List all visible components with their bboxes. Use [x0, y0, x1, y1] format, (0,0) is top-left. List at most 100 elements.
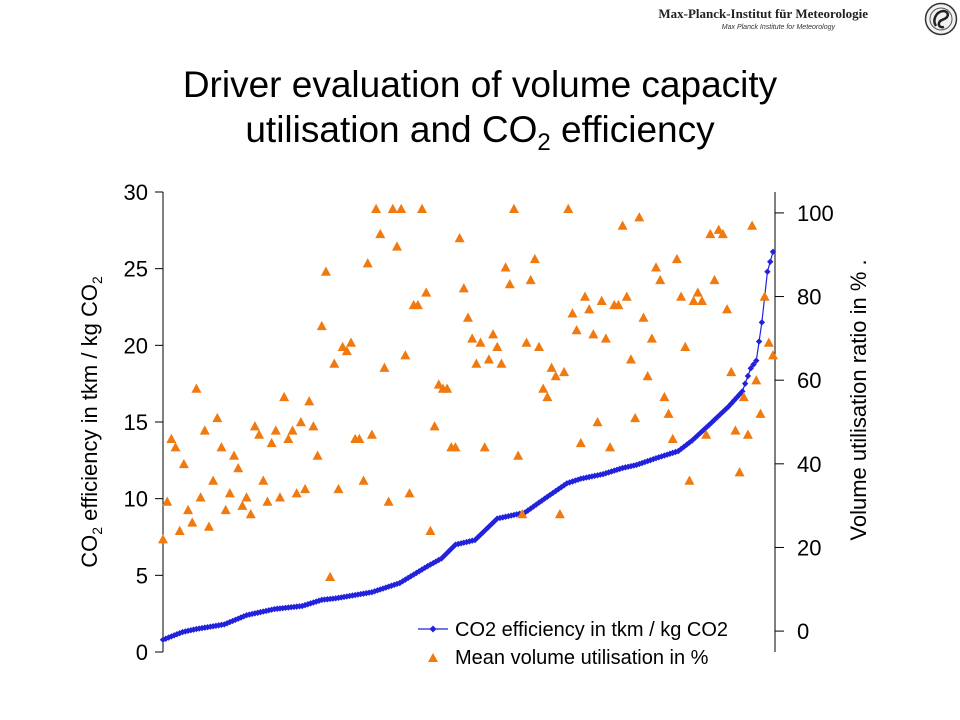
efficiency-point — [496, 514, 504, 522]
efficiency-point — [533, 501, 540, 508]
right-tick-label: 80 — [797, 285, 821, 310]
page-title: Driver evaluation of volume capacity uti… — [0, 62, 960, 165]
utilisation-point — [241, 492, 252, 502]
institute-name: Max-Planck-Institut für Meteorologie — [658, 6, 868, 21]
utilisation-point — [513, 450, 524, 460]
utilisation-point — [751, 375, 762, 385]
efficiency-point — [644, 457, 651, 465]
efficiency-point — [616, 465, 624, 473]
utilisation-point — [596, 295, 607, 305]
utilisation-point — [245, 509, 256, 519]
utilisation-point — [375, 228, 386, 239]
efficiency-point — [257, 608, 264, 616]
efficiency-point — [697, 429, 704, 436]
utilisation-point — [722, 304, 733, 314]
utilisation-point — [713, 224, 724, 234]
utilisation-point — [400, 350, 411, 360]
utilisation-point — [425, 525, 436, 535]
utilisation-point — [579, 291, 590, 301]
utilisation-point — [534, 341, 545, 351]
utilisation-point — [638, 312, 649, 322]
utilisation-point — [316, 320, 327, 331]
utilisation-point — [233, 463, 244, 473]
utilisation-point — [421, 287, 432, 297]
left-tick-label: 20 — [124, 333, 148, 358]
utilisation-point — [371, 203, 382, 213]
left-tick-label: 10 — [124, 487, 148, 512]
efficiency-point — [591, 472, 598, 480]
efficiency-point — [764, 268, 771, 275]
utilisation-point — [346, 337, 357, 347]
utilisation-point — [634, 212, 645, 222]
left-tick-label: 5 — [136, 563, 148, 588]
efficiency-point — [758, 319, 766, 326]
efficiency-point — [750, 361, 757, 368]
utilisation-point — [642, 371, 653, 381]
utilisation-point — [178, 458, 189, 469]
utilisation-point — [701, 429, 712, 439]
right-tick-label: 20 — [797, 535, 821, 560]
utilisation-point — [663, 408, 674, 418]
utilisation-point — [216, 442, 227, 452]
efficiency-point — [722, 406, 729, 413]
efficiency-point — [753, 357, 760, 364]
efficiency-point — [418, 566, 426, 573]
utilisation-point — [538, 383, 549, 393]
utilisation-point — [229, 450, 240, 460]
efficiency-point — [744, 372, 752, 380]
efficiency-point — [449, 544, 456, 551]
efficiency-point — [235, 615, 242, 622]
utilisation-point — [333, 483, 344, 494]
utilisation-point — [433, 379, 444, 389]
utilisation-point — [183, 504, 194, 515]
utilisation-point — [696, 295, 707, 305]
utilisation-point — [450, 442, 461, 452]
efficiency-point — [480, 528, 487, 536]
chart-legend: CO2 efficiency in tkm / kg CO2 Mean volum… — [410, 610, 740, 670]
utilisation-point — [279, 391, 290, 402]
efficiency-point — [527, 505, 534, 512]
utilisation-point — [592, 417, 603, 427]
efficiency-point — [229, 617, 236, 625]
legend-background — [410, 610, 740, 670]
efficiency-point — [638, 459, 646, 467]
utilisation-point — [755, 408, 766, 418]
efficiency-point — [702, 424, 710, 431]
utilisation-point — [287, 425, 298, 435]
efficiency-point — [207, 623, 214, 630]
legend-label-efficiency: CO2 efficiency in tkm / kg CO2 — [455, 619, 728, 641]
utilisation-point — [496, 358, 507, 368]
left-tick-label: 30 — [124, 180, 148, 205]
efficiency-point — [407, 573, 415, 580]
utilisation-point — [546, 362, 557, 372]
utilisation-point — [467, 333, 478, 343]
legend-utilisation-marker — [428, 653, 438, 662]
efficiency-point — [363, 589, 370, 597]
right-tick-label: 0 — [797, 619, 809, 644]
efficiency-point — [666, 450, 674, 457]
utilisation-point — [475, 337, 486, 347]
utilisation-point — [492, 341, 503, 351]
efficiency-point — [730, 397, 738, 404]
left-tick-label: 0 — [136, 640, 148, 665]
efficiency-point — [647, 456, 654, 464]
efficiency-point — [477, 531, 484, 538]
efficiency-point — [555, 485, 562, 493]
utilisation-point — [613, 299, 624, 310]
efficiency-point — [190, 626, 197, 633]
efficiency-point — [452, 541, 459, 548]
utilisation-point — [454, 233, 465, 243]
efficiency-point — [675, 447, 682, 455]
utilisation-point — [563, 203, 574, 213]
utilisation-point — [170, 442, 181, 452]
efficiency-point — [652, 455, 660, 462]
efficiency-point — [588, 473, 596, 480]
utilisation-point — [187, 517, 198, 527]
efficiency-point — [215, 622, 222, 629]
efficiency-point — [268, 606, 275, 613]
utilisation-point — [195, 492, 206, 502]
utilisation-point — [162, 496, 173, 506]
utilisation-point — [295, 417, 306, 427]
utilisation-point — [479, 442, 490, 452]
